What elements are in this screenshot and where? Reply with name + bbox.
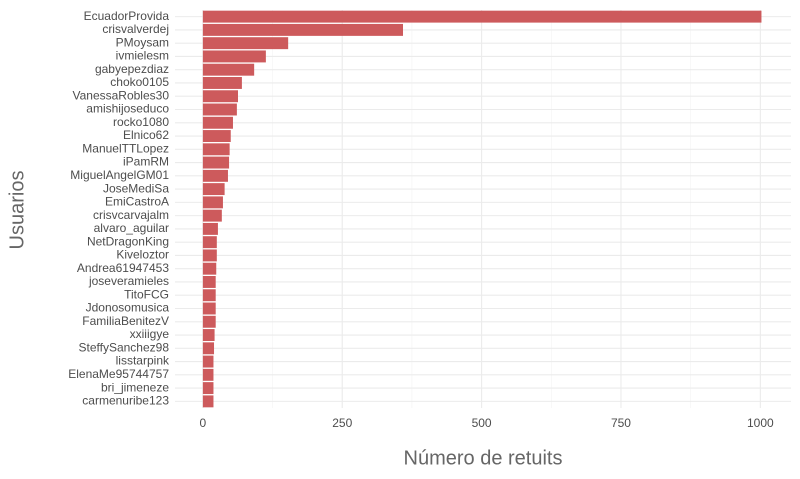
bar xyxy=(202,90,238,103)
bar xyxy=(202,183,225,196)
bar xyxy=(202,209,222,222)
y-tick-label: TitoFCG xyxy=(124,287,169,301)
bar xyxy=(202,130,231,143)
x-axis-title: Número de retuits xyxy=(404,447,563,469)
y-tick-label: Andrea61947453 xyxy=(77,261,169,275)
y-tick-label: carmenuribe123 xyxy=(82,394,169,408)
bar xyxy=(202,37,289,50)
y-tick-label: Kiveloztor xyxy=(116,248,169,262)
x-tick-label: 250 xyxy=(332,416,352,430)
y-tick-label: JoseMediSa xyxy=(103,181,169,195)
y-tick-label: Jdonosomusica xyxy=(86,301,170,315)
bar xyxy=(202,249,217,262)
bar xyxy=(202,103,237,116)
bar xyxy=(202,315,216,328)
bar xyxy=(202,329,215,342)
x-tick-label: 0 xyxy=(200,416,207,430)
bar xyxy=(202,382,214,395)
bar xyxy=(202,143,230,156)
bar xyxy=(202,302,216,315)
y-tick-label: amishijoseduco xyxy=(86,102,169,116)
y-tick-label: Elnico62 xyxy=(123,128,169,142)
bar xyxy=(202,289,216,302)
bar xyxy=(202,116,233,129)
x-tick-label: 750 xyxy=(611,416,631,430)
bar xyxy=(202,156,230,169)
y-tick-label: ElenaMe95744757 xyxy=(68,367,169,381)
y-tick-label: MiguelAngelGM01 xyxy=(70,168,169,182)
bar xyxy=(202,23,404,36)
y-tick-label: EcuadorProvida xyxy=(84,9,170,23)
y-tick-label: crisvalverdej xyxy=(102,22,169,36)
y-tick-label: VanessaRobles30 xyxy=(72,88,169,102)
y-tick-label: lisstarpink xyxy=(116,354,170,368)
y-tick-label: ivmielesm xyxy=(116,49,169,63)
y-tick-label: alvaro_aguilar xyxy=(94,221,169,235)
y-tick-label: bri_jimeneze xyxy=(101,380,169,394)
bar xyxy=(202,262,217,275)
y-tick-label: choko0105 xyxy=(110,75,169,89)
y-tick-label: FamiliaBenitezV xyxy=(82,314,169,328)
y-tick-label: joseveramieles xyxy=(88,274,169,288)
y-tick-label: SteffySanchez98 xyxy=(78,340,169,354)
y-tick-label: iPamRM xyxy=(123,155,169,169)
y-tick-label: PMoysam xyxy=(116,35,169,49)
bar xyxy=(202,10,762,23)
bar xyxy=(202,63,255,76)
bar xyxy=(202,275,216,288)
bar xyxy=(202,355,214,368)
bar xyxy=(202,196,223,209)
y-tick-label: gabyepezdiaz xyxy=(95,62,169,76)
y-tick-label: EmiCastroA xyxy=(105,195,169,209)
y-tick-label: xxiiigye xyxy=(130,327,170,341)
bar xyxy=(202,342,215,355)
bar xyxy=(202,76,242,89)
y-tick-label: crisvcarvajalm xyxy=(93,208,169,222)
bar xyxy=(202,222,218,235)
bar xyxy=(202,50,266,63)
y-axis-title: Usuarios xyxy=(6,171,28,250)
x-tick-label: 500 xyxy=(472,416,492,430)
bar xyxy=(202,368,214,381)
x-tick-label: 1000 xyxy=(747,416,774,430)
y-tick-label: rocko1080 xyxy=(113,115,169,129)
y-tick-label: ManuelTTLopez xyxy=(82,141,169,155)
bar xyxy=(202,395,214,408)
bar xyxy=(202,236,217,249)
y-tick-label: NetDragonKing xyxy=(87,234,169,248)
bar xyxy=(202,169,228,182)
